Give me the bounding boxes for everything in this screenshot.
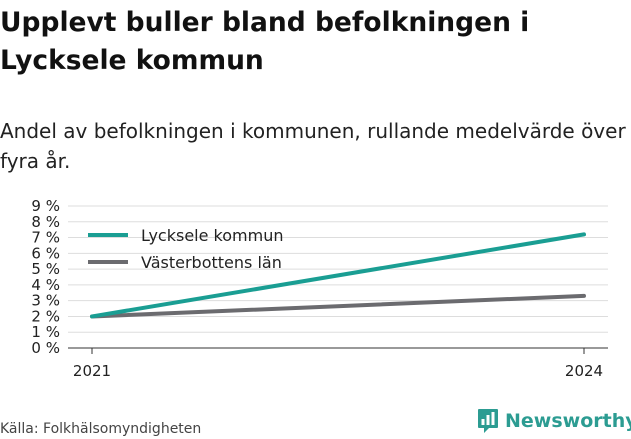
y-tick-label: 1 % bbox=[31, 323, 60, 341]
series-lines bbox=[90, 232, 586, 319]
y-tick-label: 7 % bbox=[31, 229, 60, 247]
chart-title: Upplevt buller bland befolkningen i Lyck… bbox=[0, 7, 530, 76]
brand-logo: Newsworthy bbox=[477, 406, 631, 436]
y-tick-label: 8 % bbox=[31, 213, 60, 231]
legend-label: Västerbottens län bbox=[141, 253, 282, 272]
y-tick-label: 2 % bbox=[31, 307, 60, 325]
x-axis: 2021 2024 bbox=[68, 347, 608, 380]
y-tick-label: 4 % bbox=[31, 276, 60, 294]
series-line bbox=[90, 232, 586, 319]
y-tick-label: 3 % bbox=[31, 292, 60, 310]
chart-subtitle: Andel av befolkningen i kommunen, rullan… bbox=[0, 119, 626, 173]
y-axis-ticks: 0 %1 %2 %3 %4 %5 %6 %7 %8 %9 % bbox=[31, 197, 60, 357]
grid-lines bbox=[68, 205, 608, 333]
y-tick-label: 6 % bbox=[31, 244, 60, 262]
brand-name: Newsworthy bbox=[505, 410, 631, 432]
x-tick-label: 2021 bbox=[73, 362, 111, 380]
series-line bbox=[90, 293, 586, 319]
legend: Lycksele kommun Västerbottens län bbox=[88, 226, 283, 272]
legend-label: Lycksele kommun bbox=[141, 226, 283, 245]
y-tick-label: 5 % bbox=[31, 260, 60, 278]
y-tick-label: 9 % bbox=[31, 197, 60, 215]
bar-chart-icon bbox=[478, 409, 498, 433]
x-tick-label: 2024 bbox=[565, 362, 603, 380]
line-chart: 0 %1 %2 %3 %4 %5 %6 %7 %8 %9 % 2021 2024 … bbox=[31, 197, 608, 380]
y-tick-label: 0 % bbox=[31, 339, 60, 357]
source-note: Källa: Folkhälsomyndigheten bbox=[0, 421, 202, 437]
